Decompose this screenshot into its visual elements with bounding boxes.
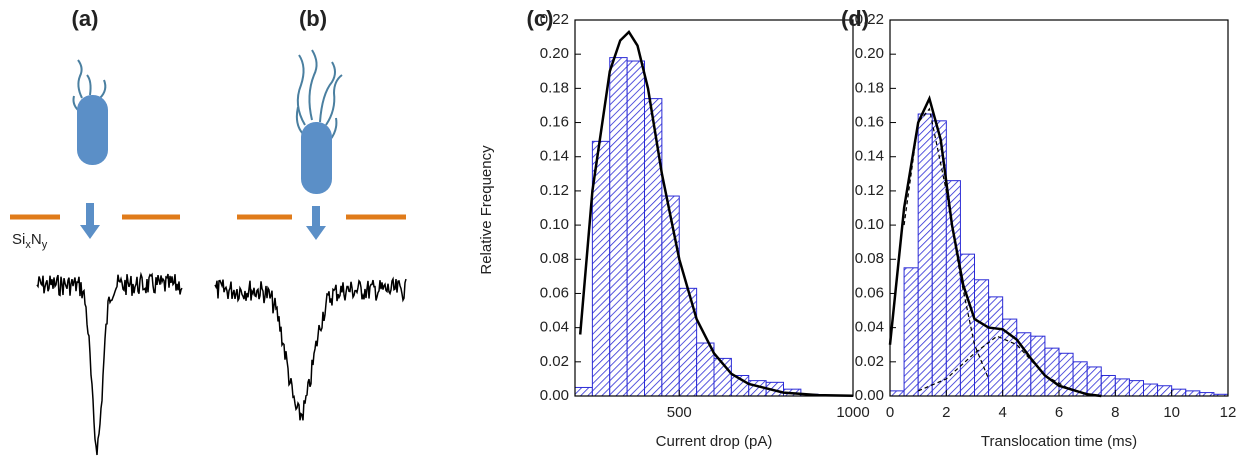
bar [1086,366,1102,397]
bar [1100,374,1116,397]
bar [1157,385,1173,397]
bacterium-body [301,122,332,194]
bar [917,113,933,397]
current-trace [36,271,183,456]
y-tick-label: 0.18 [855,79,884,96]
material-label: SixNy [12,231,48,251]
x-axis-label: Translocation time (ms) [981,433,1137,450]
x-tick-label: 2 [942,404,950,421]
panel-label: (a) [72,6,99,31]
text: y [42,239,48,251]
y-tick-label: 0.16 [540,114,569,131]
x-tick-label: 0 [886,404,894,421]
y-tick-label: 0.14 [855,148,884,165]
x-tick-label: 10 [1163,404,1180,421]
x-tick-label: 6 [1055,404,1063,421]
y-tick-label: 0.06 [855,284,884,301]
x-axis-label: Current drop (pA) [656,433,773,450]
bar [988,296,1004,397]
fit-curve [917,335,1074,392]
y-tick-label: 0.14 [540,148,569,165]
panel-label: (c) [527,6,554,31]
bar [945,180,961,397]
bar [889,390,905,397]
x-tick-label: 8 [1111,404,1119,421]
bar [574,386,593,397]
bar [1044,347,1060,397]
y-tick-label: 0.08 [540,250,569,267]
y-tick-label: 0.00 [540,387,569,404]
panel-label: (d) [841,6,869,31]
bar [1143,383,1159,397]
plot-frame [574,19,854,397]
bar [678,287,698,397]
y-tick-label: 0.12 [540,182,569,199]
bacterium [295,49,343,141]
y-tick-label: 0.18 [540,79,569,96]
text: x [25,239,31,251]
y-tick-label: 0.10 [855,216,884,233]
arrow [80,203,326,240]
y-tick-label: 0.08 [855,250,884,267]
y-tick-label: 0.20 [855,45,884,62]
bacterium-body [77,95,108,165]
bar [644,98,663,397]
fit-curve [578,30,854,398]
text: N [31,231,42,248]
bar [1185,390,1201,397]
fit-curve [903,107,990,380]
bar [1171,388,1187,397]
y-tick-label: 0.04 [540,319,569,336]
x-tick-label: 4 [998,404,1006,421]
y-tick-label: 0.04 [855,319,884,336]
y-tick-label: 0.22 [540,11,569,28]
bar [974,279,990,397]
bar [696,342,715,397]
bar [1128,380,1144,397]
y-tick-label: 0.20 [540,45,569,62]
x-tick-label: 12 [1220,404,1237,421]
y-tick-label: 0.02 [855,353,884,370]
bar [903,267,919,397]
bar [1114,378,1130,397]
y-tick-label: 0.22 [855,11,884,28]
y-tick-label: 0.02 [540,353,569,370]
bar [626,60,645,397]
y-tick-label: 0.06 [540,284,569,301]
y-tick-label: 0.00 [855,387,884,404]
y-tick-label: 0.16 [855,114,884,131]
x-tick-label: 1000 [836,404,869,421]
current-trace [214,276,407,421]
y-axis-label: Relative Frequency [478,145,495,275]
y-tick-label: 0.10 [540,216,569,233]
bar [609,57,628,397]
fit-curve [888,95,1102,398]
y-tick-label: 0.12 [855,182,884,199]
text: Si [12,231,25,248]
panel-label: (b) [299,6,327,31]
bar [661,195,680,397]
x-tick-label: 500 [667,404,692,421]
